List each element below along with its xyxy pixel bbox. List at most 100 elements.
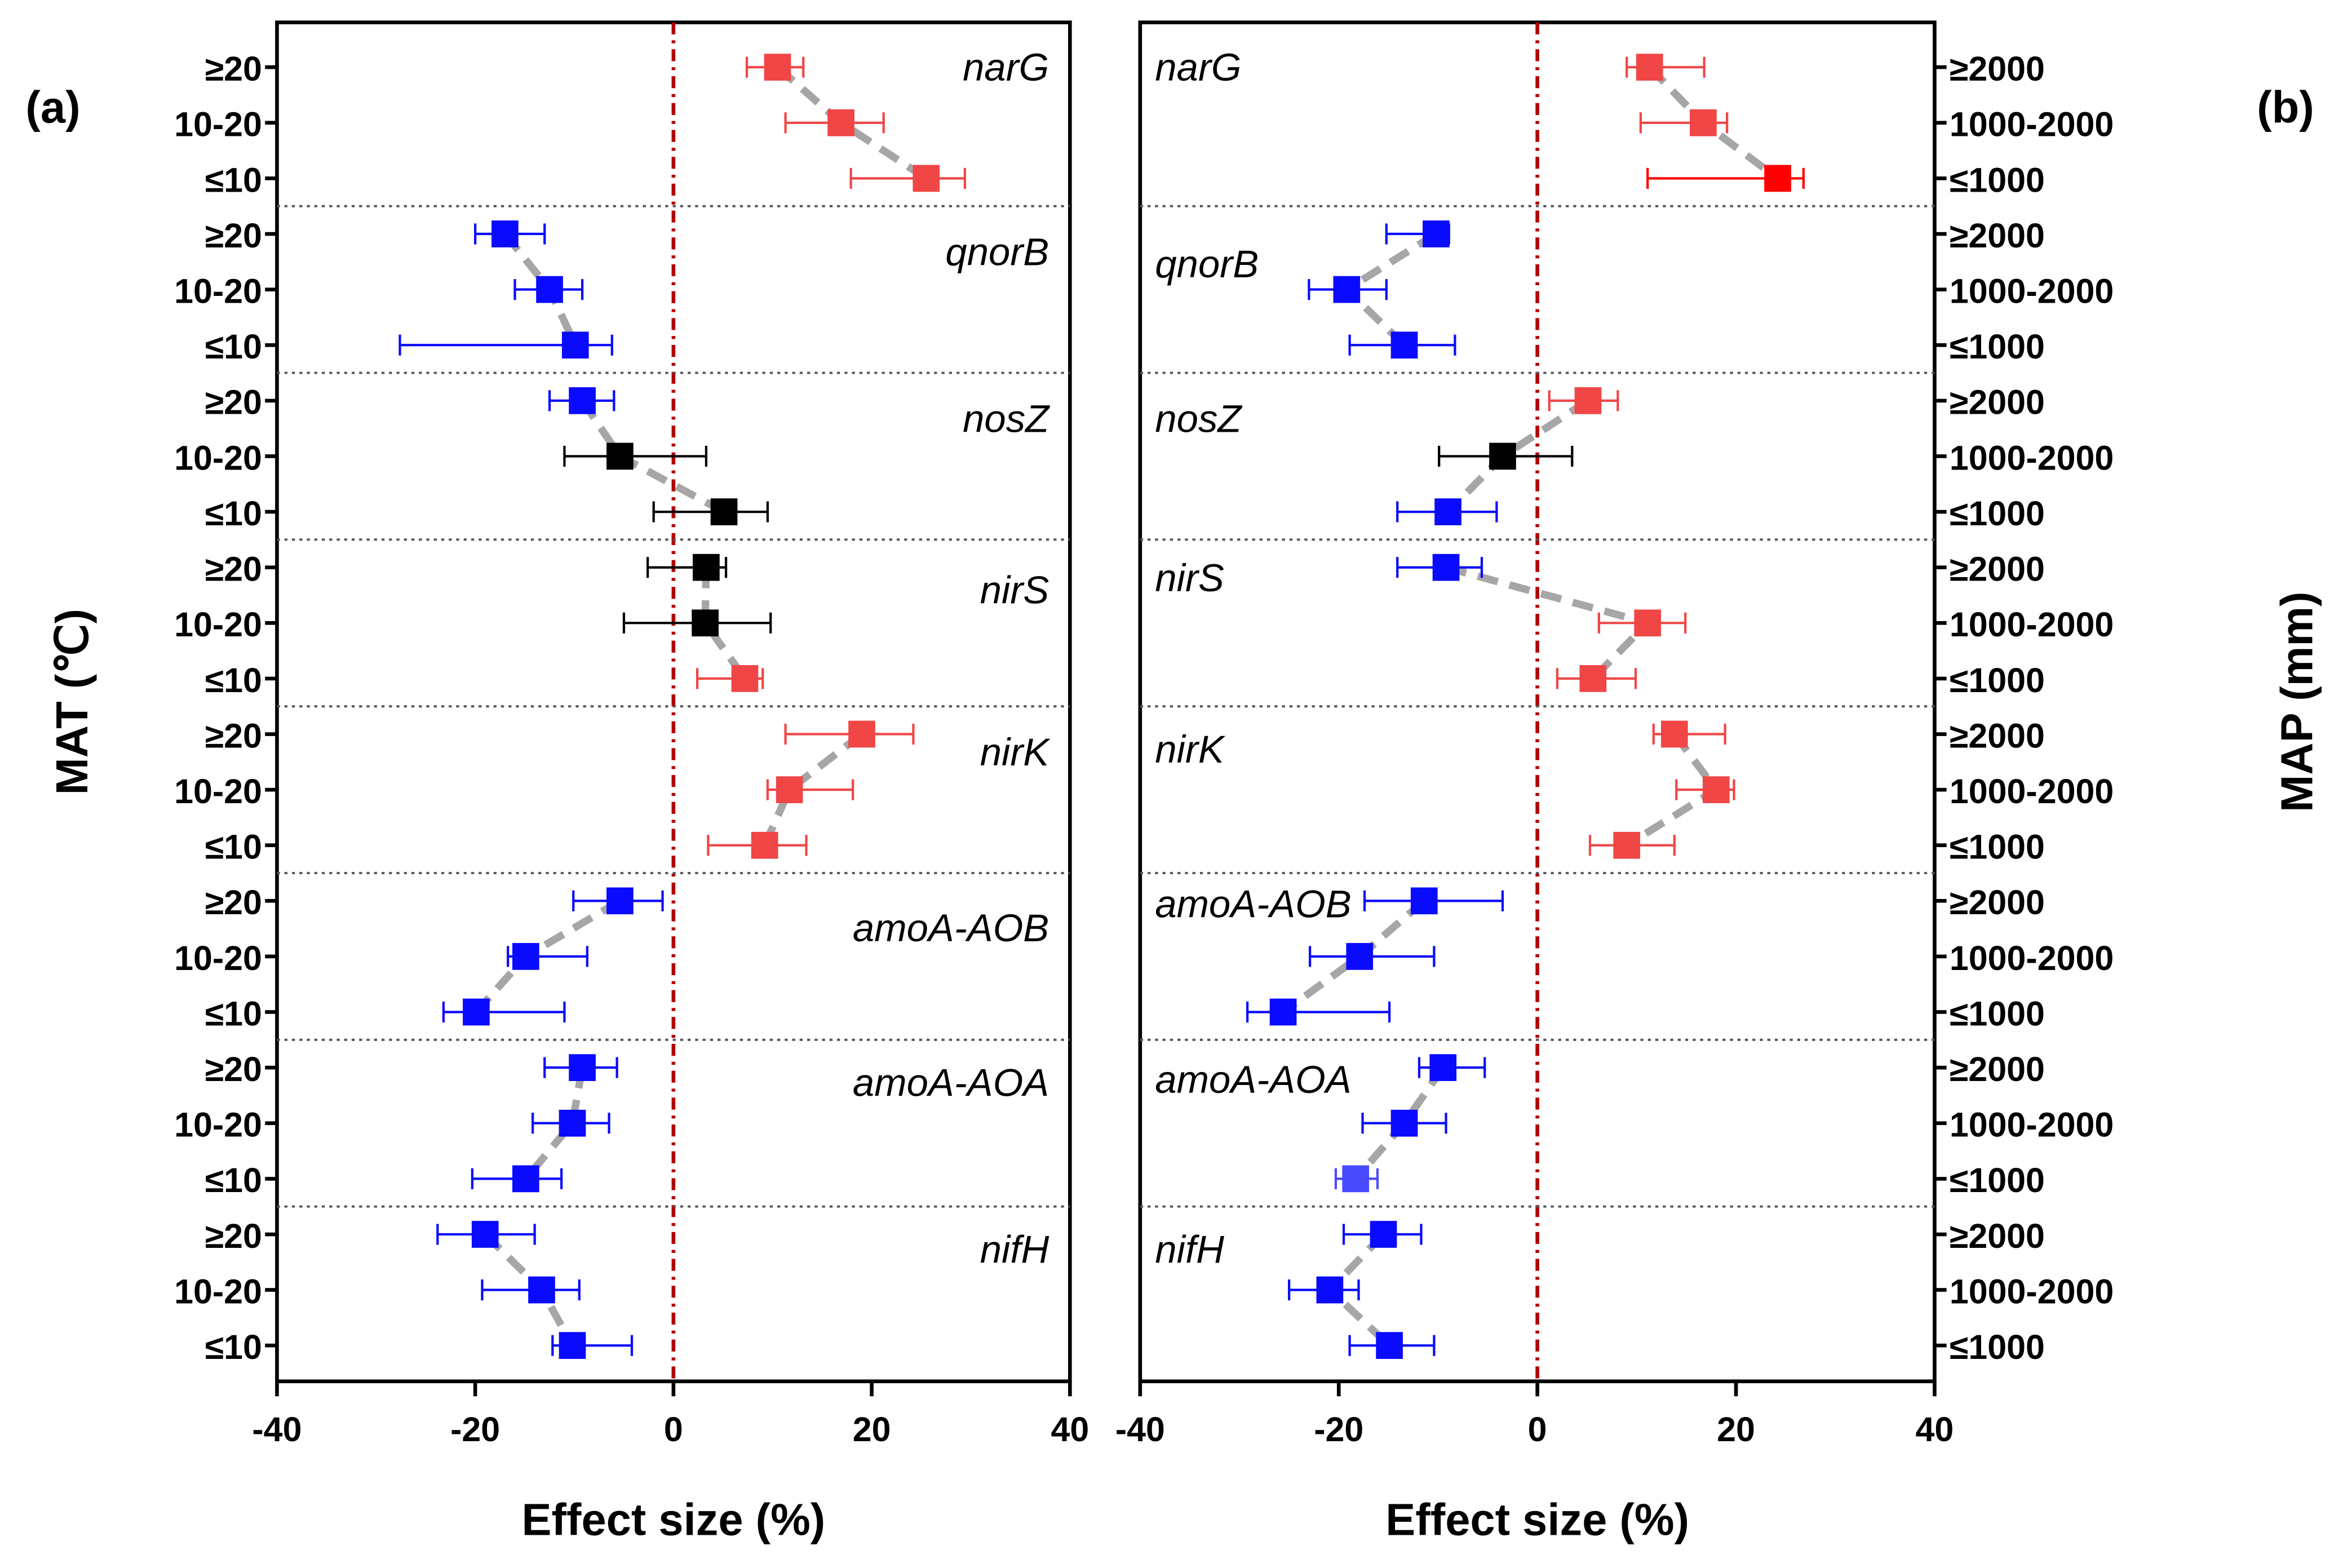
effect-size-marker: [1434, 498, 1461, 525]
x-axis-label: Effect size (%): [1385, 1495, 1689, 1545]
y-tick-label: ≥2000: [1950, 550, 2045, 588]
panel-label: (a): [25, 82, 80, 132]
y-tick-label: 1000-2000: [1950, 1272, 2114, 1310]
effect-size-marker: [559, 1332, 586, 1359]
y-tick-label: ≥2000: [1950, 1217, 2045, 1255]
effect-size-marker: [1376, 1332, 1403, 1359]
y-tick-label: ≤1000: [1950, 494, 2045, 533]
y-tick-label: ≥20: [205, 1217, 262, 1255]
connector-line: [701, 567, 748, 681]
y-tick-label: ≥20: [205, 50, 262, 88]
y-tick-label: ≥20: [205, 716, 262, 755]
connector-line: [761, 731, 865, 847]
y-tick-label: ≤10: [205, 1161, 262, 1199]
effect-size-marker: [1410, 887, 1438, 915]
effect-size-marker: [1660, 720, 1688, 748]
y-tick-label: 1000-2000: [1950, 1106, 2114, 1144]
gene-label: nirK: [1155, 728, 1226, 771]
effect-size-marker: [1636, 54, 1663, 81]
effect-size-marker: [1613, 831, 1641, 859]
effect-size-marker: [731, 665, 759, 692]
y-tick-label: ≤10: [205, 161, 262, 199]
x-tick-label: 0: [664, 1410, 683, 1449]
gene-label: qnorB: [945, 231, 1049, 274]
effect-size-marker: [569, 387, 596, 414]
y-tick-label: ≤10: [205, 828, 262, 866]
y-tick-label: 1000-2000: [1950, 438, 2114, 477]
y-tick-label: ≥20: [205, 216, 262, 255]
gene-label: narG: [1155, 46, 1241, 89]
y-tick-label: ≤1000: [1950, 661, 2045, 699]
effect-size-marker: [512, 943, 539, 970]
x-axis-label: Effect size (%): [522, 1495, 826, 1545]
gene-label: nifH: [1155, 1228, 1224, 1271]
y-tick-label: ≥20: [205, 550, 262, 588]
effect-size-marker: [1634, 609, 1662, 637]
effect-size-marker: [913, 165, 940, 192]
gene-label: nosZ: [1155, 397, 1242, 441]
x-tick-label: -40: [1115, 1410, 1165, 1449]
effect-size-marker: [471, 1221, 499, 1248]
x-tick-label: -20: [450, 1410, 500, 1449]
gene-label: nirK: [980, 730, 1051, 774]
y-tick-label: 1000-2000: [1950, 605, 2114, 644]
y-axis-label: MAP (mm): [2272, 592, 2322, 812]
effect-size-marker: [606, 887, 634, 915]
y-tick-label: ≤1000: [1950, 161, 2045, 199]
effect-size-marker: [559, 1109, 586, 1137]
effect-size-marker: [1579, 665, 1607, 692]
y-tick-label: ≤1000: [1950, 327, 2045, 366]
y-axis-label: MAT (℃): [47, 609, 97, 795]
y-tick-label: 1000-2000: [1950, 105, 2114, 144]
y-tick-label: ≥2000: [1950, 50, 2045, 88]
effect-size-marker: [1370, 1221, 1397, 1248]
effect-size-marker: [1423, 220, 1450, 247]
y-tick-label: ≥2000: [1950, 883, 2045, 922]
x-tick-label: 40: [1051, 1410, 1089, 1449]
gene-label: amoA-AOB: [853, 906, 1049, 950]
effect-size-marker: [693, 553, 720, 581]
y-tick-label: ≤10: [205, 494, 262, 533]
x-tick-label: 20: [853, 1410, 891, 1449]
effect-size-marker: [710, 498, 738, 525]
effect-size-marker: [764, 54, 791, 81]
x-tick-label: 20: [1717, 1410, 1755, 1449]
effect-size-marker: [536, 276, 563, 303]
y-tick-label: 10-20: [174, 438, 262, 477]
effect-size-marker: [776, 776, 803, 803]
y-tick-label: 10-20: [174, 605, 262, 644]
gene-label: amoA-AOA: [853, 1061, 1049, 1105]
y-tick-label: ≤10: [205, 327, 262, 366]
gene-label: amoA-AOA: [1155, 1058, 1351, 1101]
x-tick-label: 40: [1916, 1410, 1954, 1449]
y-tick-label: ≤10: [205, 1328, 262, 1366]
y-tick-label: ≥2000: [1950, 716, 2045, 755]
y-tick-label: ≤10: [205, 661, 262, 699]
y-tick-label: 1000-2000: [1950, 772, 2114, 810]
effect-size-marker: [1390, 331, 1418, 359]
effect-size-marker: [1333, 276, 1361, 303]
gene-label: nifH: [980, 1228, 1049, 1271]
effect-size-marker: [569, 1054, 596, 1082]
gene-label: nosZ: [963, 397, 1050, 441]
effect-size-marker: [512, 1165, 539, 1193]
y-tick-label: ≤10: [205, 994, 262, 1033]
effect-size-marker: [1390, 1109, 1418, 1137]
effect-size-marker: [692, 609, 719, 637]
effect-size-marker: [463, 998, 490, 1026]
effect-size-marker: [751, 831, 778, 859]
x-tick-label: -20: [1314, 1410, 1363, 1449]
y-tick-label: 10-20: [174, 105, 262, 144]
effect-size-marker: [1342, 1165, 1370, 1193]
effect-size-marker: [1316, 1276, 1344, 1304]
gene-label: nirS: [980, 568, 1049, 612]
effect-size-marker: [1432, 553, 1460, 581]
effect-size-marker: [1346, 943, 1374, 970]
effect-size-marker: [606, 442, 634, 470]
effect-size-marker: [1269, 998, 1297, 1026]
y-tick-label: 10-20: [174, 1106, 262, 1144]
y-tick-label: ≥2000: [1950, 383, 2045, 422]
y-tick-label: ≤1000: [1950, 828, 2045, 866]
gene-label: nirS: [1155, 556, 1224, 600]
effect-size-marker: [1574, 387, 1602, 414]
